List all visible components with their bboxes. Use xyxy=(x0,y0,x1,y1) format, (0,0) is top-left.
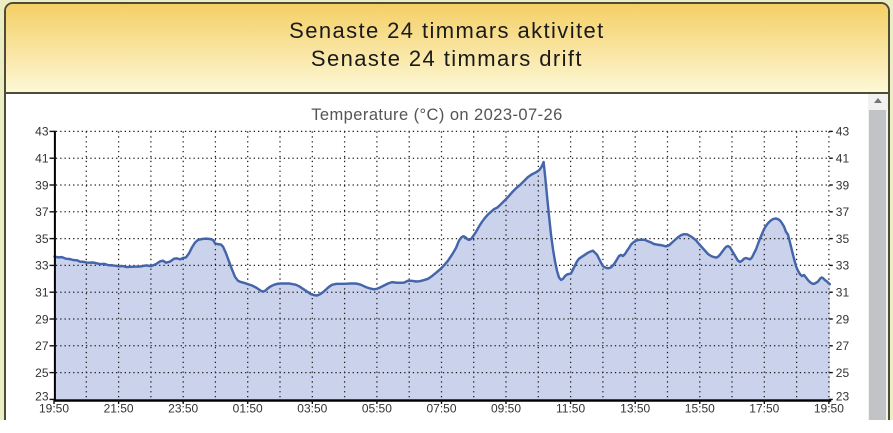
svg-text:19:50: 19:50 xyxy=(39,402,69,416)
svg-text:23:50: 23:50 xyxy=(168,402,198,416)
svg-text:21:50: 21:50 xyxy=(104,402,134,416)
svg-text:07:50: 07:50 xyxy=(426,402,456,416)
svg-text:17:50: 17:50 xyxy=(749,402,779,416)
svg-text:33: 33 xyxy=(836,259,850,273)
svg-text:23: 23 xyxy=(35,390,49,404)
svg-text:01:50: 01:50 xyxy=(233,402,263,416)
svg-text:29: 29 xyxy=(35,312,49,326)
svg-text:39: 39 xyxy=(35,178,49,192)
svg-text:25: 25 xyxy=(836,366,850,380)
svg-text:03:50: 03:50 xyxy=(297,402,327,416)
svg-text:27: 27 xyxy=(35,339,49,353)
svg-text:Temperature (°C) on 2023-07-26: Temperature (°C) on 2023-07-26 xyxy=(311,106,563,124)
svg-text:43: 43 xyxy=(836,125,850,139)
svg-text:39: 39 xyxy=(836,178,850,192)
svg-text:15:50: 15:50 xyxy=(685,402,715,416)
svg-text:25: 25 xyxy=(35,366,49,380)
svg-text:37: 37 xyxy=(35,205,49,219)
svg-text:35: 35 xyxy=(836,232,850,246)
svg-text:23: 23 xyxy=(836,390,850,404)
svg-text:41: 41 xyxy=(836,152,850,166)
svg-text:19:50: 19:50 xyxy=(814,402,844,416)
svg-text:09:50: 09:50 xyxy=(491,402,521,416)
svg-text:29: 29 xyxy=(836,312,850,326)
svg-text:05:50: 05:50 xyxy=(362,402,392,416)
svg-text:43: 43 xyxy=(35,125,49,139)
svg-text:35: 35 xyxy=(35,232,49,246)
svg-text:13:50: 13:50 xyxy=(620,402,650,416)
svg-text:41: 41 xyxy=(35,152,49,166)
svg-text:37: 37 xyxy=(836,205,850,219)
svg-text:33: 33 xyxy=(35,259,49,273)
svg-text:31: 31 xyxy=(35,286,49,300)
svg-text:11:50: 11:50 xyxy=(556,402,585,416)
svg-text:31: 31 xyxy=(836,286,850,300)
svg-text:27: 27 xyxy=(836,339,850,353)
